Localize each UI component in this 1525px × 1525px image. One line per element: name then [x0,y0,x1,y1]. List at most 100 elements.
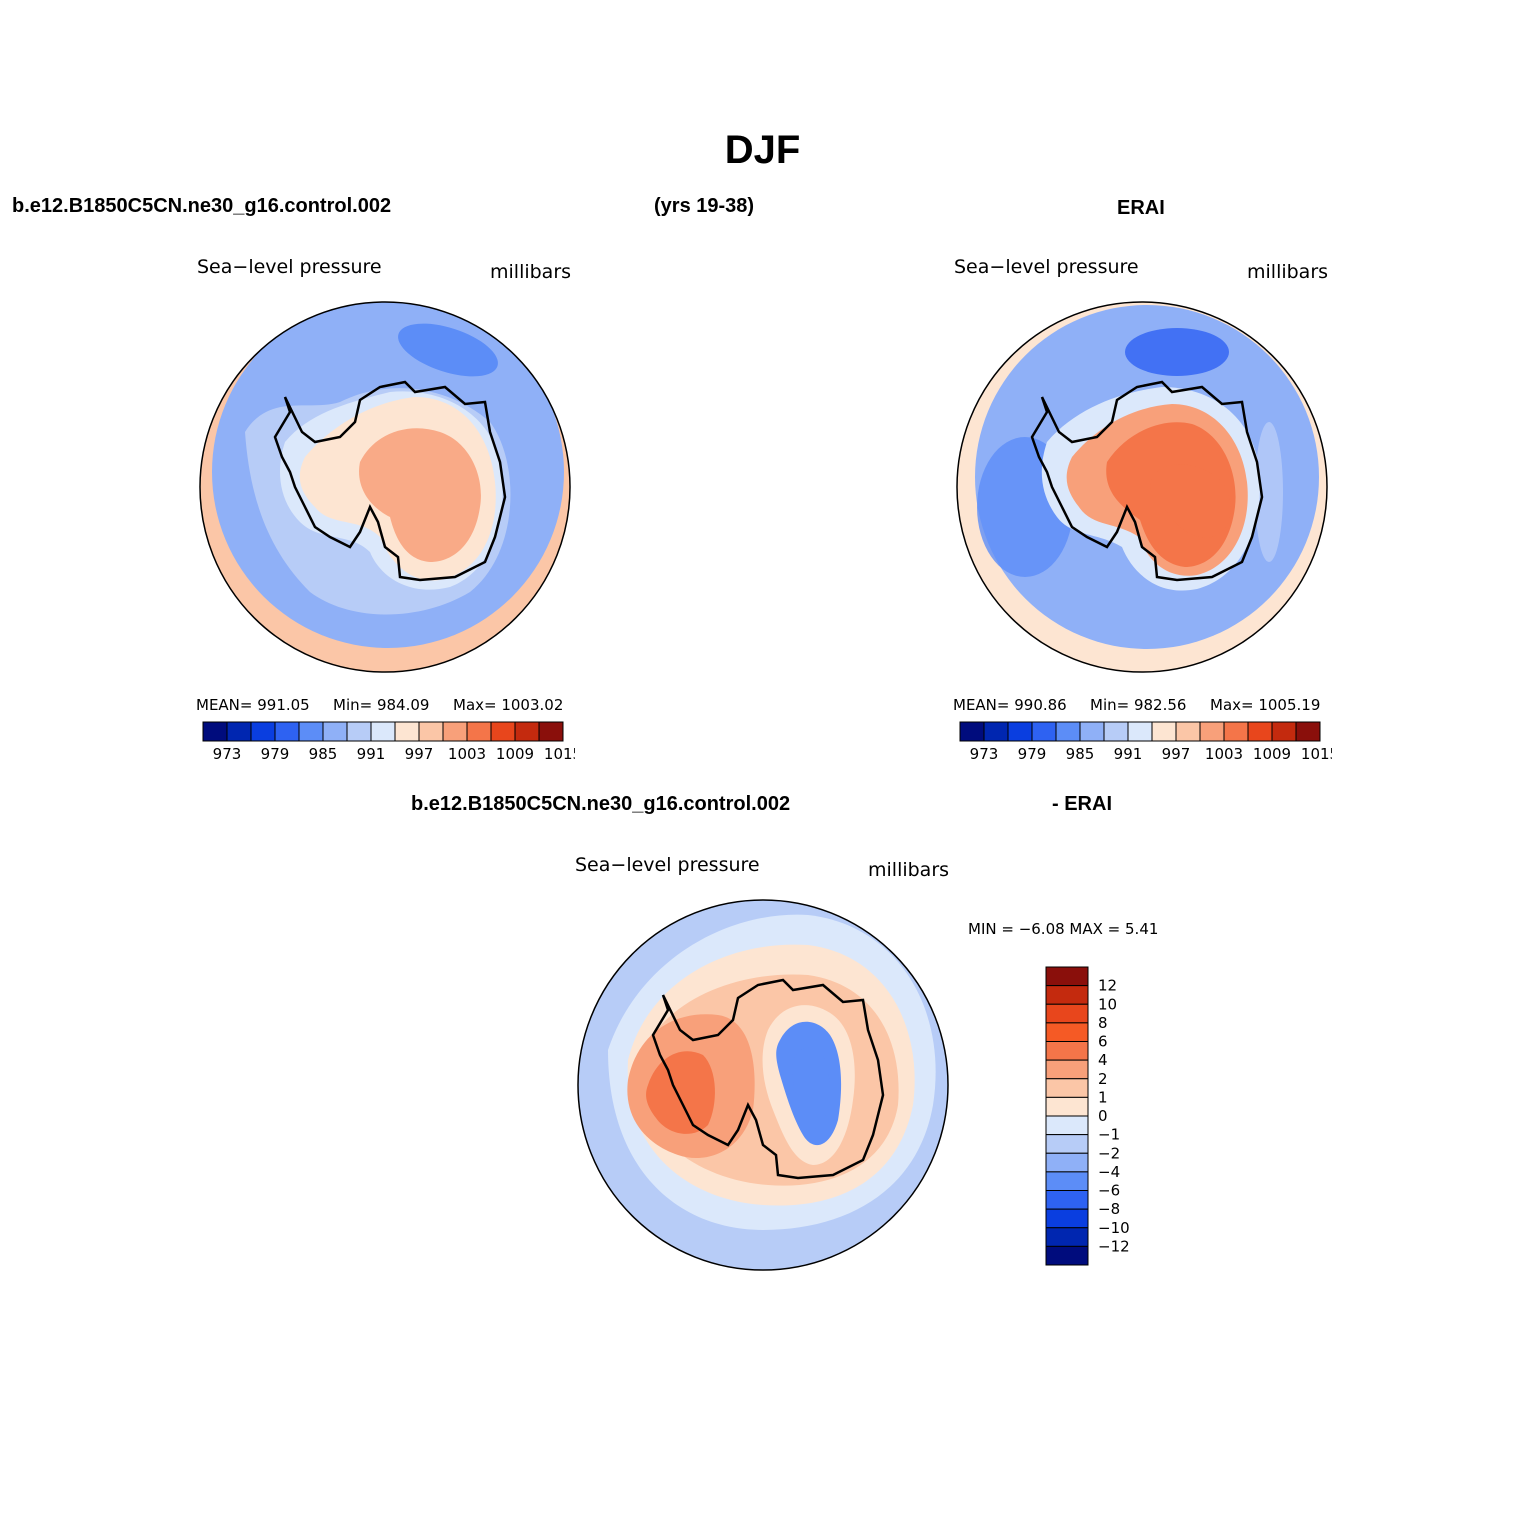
colorbar-swatch [394,721,420,742]
colorbar-swatch [442,721,468,742]
colorbar-tick-label: 1015 [544,745,575,763]
diff-field-east-core [792,1047,830,1129]
colorbar-tick-label: 985 [309,745,338,763]
colorbar-swatch [983,721,1009,742]
colorbar-tick-label: 2 [1098,1070,1108,1088]
colorbar-tick-label: 8 [1098,1014,1108,1032]
colorbar-tick-label: 1 [1098,1088,1108,1106]
colorbar-tick-label: 0 [1098,1107,1108,1125]
colorbar-swatch [1045,1134,1089,1154]
diff-minmax: MIN = −6.08 MAX = 5.41 [968,920,1159,938]
colorbar-tick-label: 6 [1098,1033,1108,1051]
obs-low-east [1255,422,1283,562]
colorbar-swatch [346,721,372,742]
colorbar-swatch [1151,721,1177,742]
obs-min: Min= 982.56 [1090,696,1187,714]
colorbar-tick-label: 1003 [448,745,486,763]
colorbar-swatch [1045,1059,1089,1080]
colorbar-swatch [1045,1227,1089,1247]
colorbar-swatch [1031,721,1057,742]
colorbar-tick-label: −8 [1098,1200,1120,1218]
colorbar-swatch [1055,721,1081,742]
colorbar-swatch [1045,1041,1089,1061]
colorbar-tick-label: 10 [1098,995,1117,1013]
colorbar-tick-label: 973 [970,745,999,763]
model-antarctica-outline [273,380,507,582]
colorbar-tick-label: 1009 [496,745,534,763]
diff-polar-map [577,899,949,1271]
colorbar-swatch [1079,721,1105,742]
colorbar-swatch [466,721,492,742]
colorbar-tick-label: −2 [1098,1144,1120,1162]
colorbar-swatch [1045,1171,1089,1191]
obs-mean: MEAN= 990.86 [953,696,1067,714]
colorbar-tick-label: −1 [1098,1126,1120,1144]
model-var-title: Sea−level pressure [197,256,382,278]
colorbar-tick-label: 1009 [1253,745,1291,763]
colorbar-swatch [1045,1115,1089,1136]
colorbar-swatch [1045,1096,1089,1117]
colorbar-swatch [959,721,985,742]
main-title: DJF [724,128,801,172]
colorbar-swatch [1045,1245,1089,1266]
model-field-core [359,428,481,562]
colorbar-swatch [1295,721,1321,742]
diff-antarctica-outline [651,978,885,1180]
colorbar-swatch [1007,721,1033,742]
colorbar-swatch [370,721,396,742]
colorbar-tick-label: 12 [1098,977,1117,995]
colorbar-swatch [1045,1208,1089,1229]
colorbar-swatch [538,721,564,742]
diff-field-west-core [646,1051,715,1134]
colorbar-tick-label: 997 [1162,745,1191,763]
diff-units: millibars [868,859,950,881]
model-map-border [199,301,571,673]
diff-obs-header: - ERAI [1052,793,1112,815]
colorbar-swatch [1045,966,1089,987]
obs-map-border [956,301,1328,673]
obs-colorbar: 973 979 985 991 997 1003 1009 1015 [959,721,1332,763]
colorbar-swatch [1045,1190,1089,1210]
obs-antarctica-outline [1030,380,1264,582]
colorbar-tick-label: 1015 [1301,745,1332,763]
model-min: Min= 984.09 [333,696,430,714]
diff-var-title: Sea−level pressure [575,854,760,876]
colorbar-tick-label: 991 [357,745,386,763]
colorbar-tick-label: 973 [213,745,242,763]
colorbar-tick-label: −10 [1098,1219,1130,1237]
colorbar-swatch [1127,721,1153,742]
colorbar-swatch [1199,721,1225,742]
obs-low-north [1125,328,1229,376]
model-units: millibars [490,261,572,283]
model-colorbar: 973 979 985 991 997 1003 1009 1015 [202,721,575,763]
colorbar-tick-label: −12 [1098,1237,1130,1255]
diff-map-border [577,899,949,1271]
obs-header: ERAI [1117,197,1165,219]
model-low-center [398,323,498,377]
model-max: Max= 1003.02 [453,696,564,714]
colorbar-swatch [1045,985,1089,1005]
colorbar-swatch [274,721,300,742]
model-mean: MEAN= 991.05 [196,696,310,714]
colorbar-swatch [1045,1003,1089,1024]
colorbar-swatch [322,721,348,742]
colorbar-swatch [226,721,252,742]
colorbar-tick-label: 985 [1066,745,1095,763]
obs-field-core [1150,464,1231,538]
colorbar-swatch [1045,1152,1089,1173]
colorbar-tick-label: 1003 [1205,745,1243,763]
years-header: (yrs 19-38) [654,195,755,217]
colorbar-swatch [1223,721,1249,742]
model-case-header: b.e12.B1850C5CN.ne30_g16.control.002 [12,195,392,217]
colorbar-tick-label: 979 [261,745,290,763]
diff-case-header: b.e12.B1850C5CN.ne30_g16.control.002 [411,793,791,815]
colorbar-swatch [1175,721,1201,742]
obs-max: Max= 1005.19 [1210,696,1321,714]
colorbar-tick-label: 991 [1114,745,1143,763]
colorbar-swatch [202,721,228,742]
colorbar-swatch [298,721,324,742]
colorbar-tick-label: 997 [405,745,434,763]
obs-polar-map [956,301,1328,673]
obs-units: millibars [1247,261,1329,283]
